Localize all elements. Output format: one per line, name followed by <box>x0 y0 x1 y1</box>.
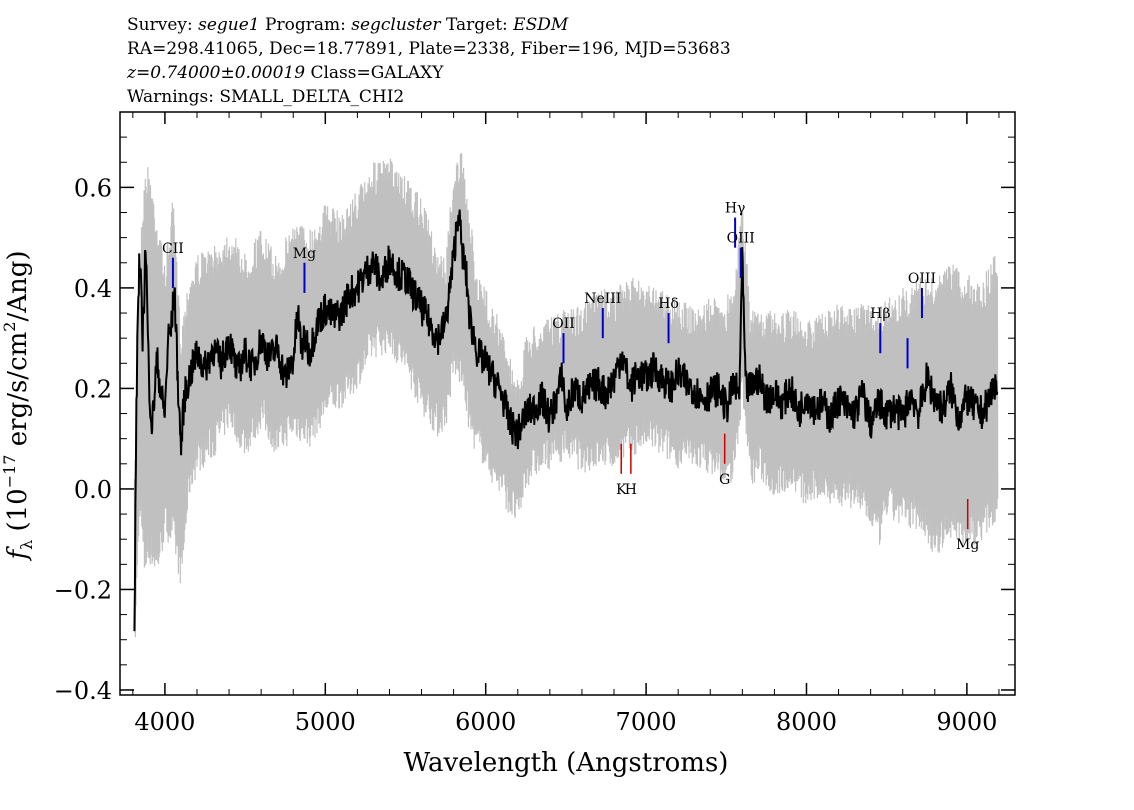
y-tick-label: 0.2 <box>74 375 112 403</box>
noise-envelope <box>133 152 999 638</box>
y-axis-unit-part-1: (10 <box>3 488 33 540</box>
y-tick-label: −0.2 <box>54 576 112 604</box>
x-tick-label: 7000 <box>616 708 677 736</box>
emission-line-label: Hγ <box>725 201 746 217</box>
emission-line-label: OIII <box>727 231 755 247</box>
emission-line-label: Hδ <box>658 296 679 312</box>
header-line-2: RA=298.41065, Dec=18.77891, Plate=2338, … <box>127 39 731 59</box>
y-tick-label: 0.6 <box>74 174 112 202</box>
y-tick-label: −0.4 <box>54 677 112 705</box>
program-label: Program: <box>265 15 346 35</box>
x-tick-label: 8000 <box>776 708 837 736</box>
y-axis-title: fλ (10−17 erg/s/cm2/Ang) <box>0 250 36 561</box>
survey-label: Survey: <box>127 15 193 35</box>
emission-line-label: OIII <box>908 271 936 287</box>
flux-line <box>133 209 999 632</box>
program-value: segcluster <box>351 15 441 35</box>
emission-line-label: NeIII <box>584 291 621 307</box>
target-value: ESDM <box>512 15 569 35</box>
target-label: Target: <box>446 15 508 35</box>
x-tick-label: 9000 <box>936 708 997 736</box>
y-axis-symbol-sub: λ <box>17 540 36 550</box>
y-tick-label: 0.0 <box>74 476 112 504</box>
header-line-1: Survey: segue1 Program: segcluster Targe… <box>127 15 569 35</box>
absorption-line-label: Mg <box>956 537 979 553</box>
emission-line-label: Hβ <box>870 306 890 322</box>
y-tick-label: 0.4 <box>74 275 112 303</box>
x-tick-label: 4000 <box>134 708 195 736</box>
x-axis-title: Wavelength (Angstroms) <box>404 748 729 778</box>
survey-value: segue1 <box>198 15 260 35</box>
y-axis-exponent: −17 <box>0 455 19 489</box>
x-tick-label: 6000 <box>455 708 516 736</box>
absorption-line-label: G <box>719 472 730 488</box>
header-line-3: z=0.74000±0.00019 Class=GALAXY <box>126 63 444 83</box>
y-axis-unit-part-2: erg/s/cm <box>3 332 33 455</box>
header-line-4: Warnings: SMALL_DELTA_CHI2 <box>127 87 404 107</box>
emission-line-label: CII <box>162 241 184 257</box>
redshift-value: z=0.74000±0.00019 <box>126 63 305 83</box>
plot-frame <box>119 111 1016 696</box>
emission-line-label: OII <box>552 316 575 332</box>
plot-content <box>133 152 999 638</box>
x-tick-label: 5000 <box>295 708 356 736</box>
y-axis-area-exponent: 2 <box>0 322 19 332</box>
class-value: Class=GALAXY <box>310 63 444 83</box>
emission-line-label: Mg <box>293 246 316 262</box>
absorption-line-label: K <box>616 482 627 498</box>
y-axis-unit-part-3: /Ang) <box>3 250 33 321</box>
plot-area: CII Mg OII NeIII Hδ Hγ OIII Hβ OIII KH G Mg 4000 5000… <box>54 111 1016 736</box>
absorption-line-label: H <box>625 482 637 498</box>
